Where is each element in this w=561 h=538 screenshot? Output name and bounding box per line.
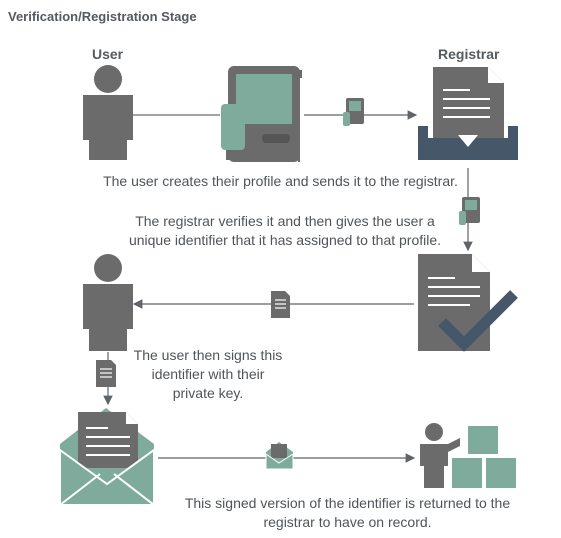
envelope-icon [265,442,294,470]
user-icon [83,254,133,351]
caption-step-3-line-2: identifier with their [151,366,265,382]
caption-step-1: The user creates their profile and sends… [103,173,458,189]
person-with-blocks-icon [420,423,516,488]
caption-step-3-line-3: private key. [172,385,244,401]
usb-drive-icon [459,197,480,225]
document-icon [96,360,116,387]
user-role-label: User [92,46,124,62]
user-icon [83,65,133,160]
usb-drive-icon [343,98,364,126]
usb-drive-icon [221,104,245,160]
caption-step-2-line-2: unique identifier that it has assigned t… [128,232,442,248]
registrar-role-label: Registrar [438,46,500,62]
document-icon [271,291,290,318]
caption-step-3-line-1: The user then signs this [133,347,283,363]
caption-step-4-line-1: This signed version of the identifier is… [184,495,511,511]
caption-step-2-line-1: The registrar verifies it and then gives… [135,213,435,229]
envelope-icon [59,408,155,506]
caption-step-4-line-2: registrar to have on record. [263,514,432,530]
document-check-icon [418,254,518,352]
inbox-download-icon [418,67,518,160]
diagram-title: Verification/Registration Stage [8,9,197,24]
device-icon [228,66,302,162]
